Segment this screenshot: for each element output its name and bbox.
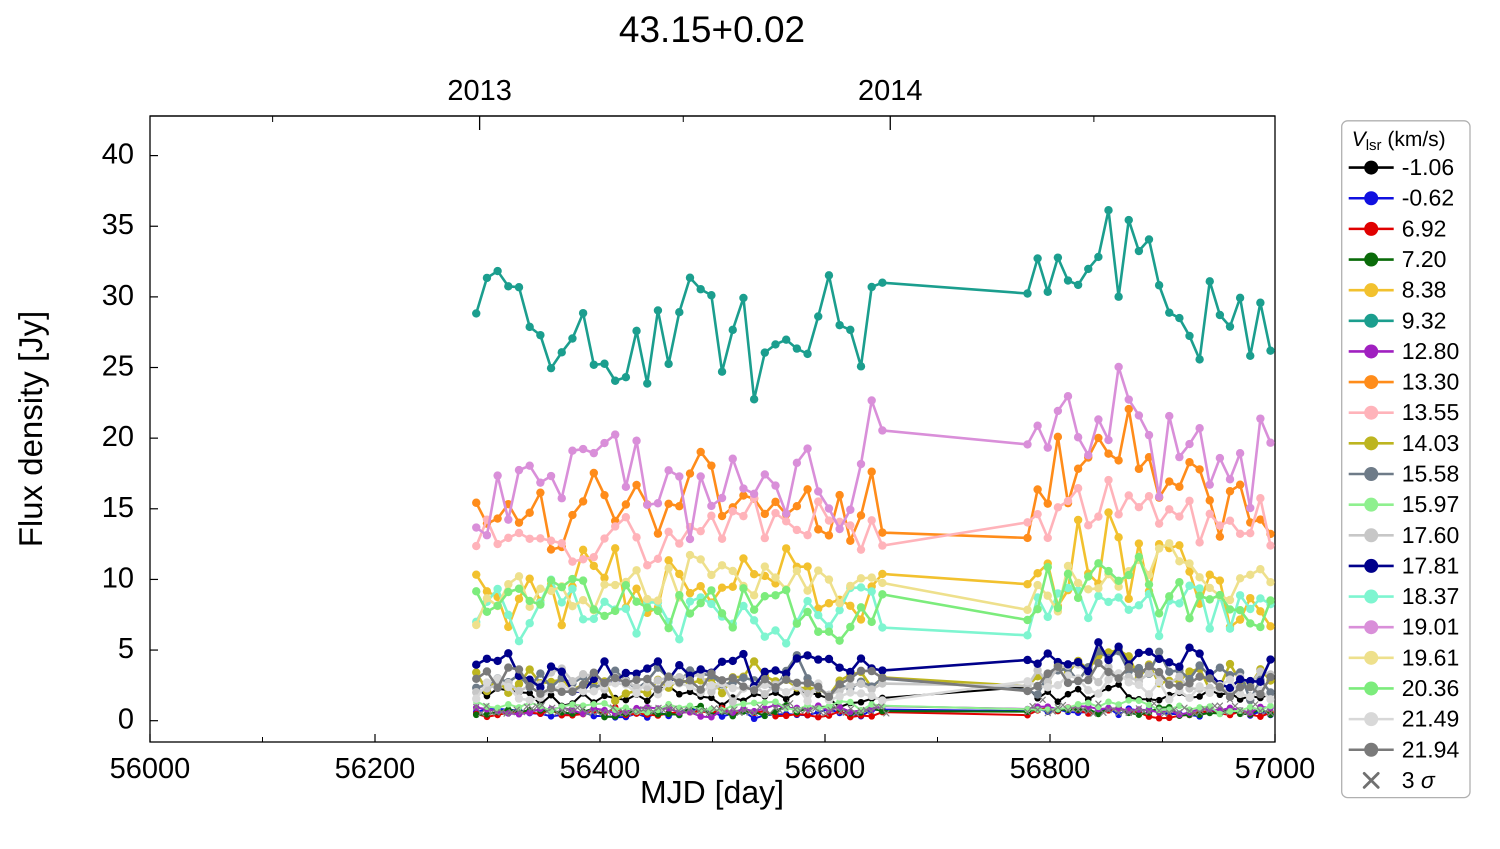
svg-text:56400: 56400 [560, 753, 641, 785]
svg-text:15.58: 15.58 [1402, 461, 1460, 487]
svg-text:15.97: 15.97 [1402, 491, 1460, 517]
svg-text:21.49: 21.49 [1402, 706, 1460, 732]
svg-text:20.36: 20.36 [1402, 675, 1460, 701]
svg-text:8.38: 8.38 [1402, 277, 1447, 303]
svg-text:25: 25 [102, 351, 134, 383]
svg-text:20: 20 [102, 421, 134, 453]
svg-text:43.15+0.02: 43.15+0.02 [619, 9, 805, 50]
svg-text:17.60: 17.60 [1402, 522, 1460, 548]
svg-text:-1.06: -1.06 [1402, 154, 1454, 180]
svg-text:-0.62: -0.62 [1402, 185, 1454, 211]
svg-text:12.80: 12.80 [1402, 338, 1460, 364]
svg-text:15: 15 [102, 492, 134, 524]
svg-text:35: 35 [102, 209, 134, 241]
svg-text:40: 40 [102, 139, 134, 171]
svg-text:9.32: 9.32 [1402, 307, 1447, 333]
svg-text:21.94: 21.94 [1402, 736, 1460, 762]
svg-text:17.81: 17.81 [1402, 552, 1460, 578]
svg-text:56000: 56000 [110, 753, 191, 785]
svg-text:10: 10 [102, 562, 134, 594]
svg-text:3 σ: 3 σ [1402, 767, 1436, 793]
svg-text:2014: 2014 [858, 75, 923, 107]
svg-text:6.92: 6.92 [1402, 215, 1447, 241]
svg-text:13.30: 13.30 [1402, 369, 1460, 395]
svg-text:5: 5 [118, 633, 134, 665]
svg-text:14.03: 14.03 [1402, 430, 1460, 456]
svg-text:56200: 56200 [335, 753, 416, 785]
svg-text:2013: 2013 [447, 75, 512, 107]
svg-text:0: 0 [118, 704, 134, 736]
svg-text:7.20: 7.20 [1402, 246, 1447, 272]
svg-text:18.37: 18.37 [1402, 583, 1460, 609]
svg-text:19.61: 19.61 [1402, 644, 1460, 670]
svg-text:Flux density [Jy]: Flux density [Jy] [12, 311, 49, 548]
svg-text:56800: 56800 [1010, 753, 1091, 785]
svg-text:13.55: 13.55 [1402, 399, 1460, 425]
svg-text:56600: 56600 [785, 753, 866, 785]
svg-text:19.01: 19.01 [1402, 614, 1460, 640]
svg-text:57000: 57000 [1235, 753, 1316, 785]
svg-text:30: 30 [102, 280, 134, 312]
svg-text:MJD [day]: MJD [day] [640, 774, 784, 810]
